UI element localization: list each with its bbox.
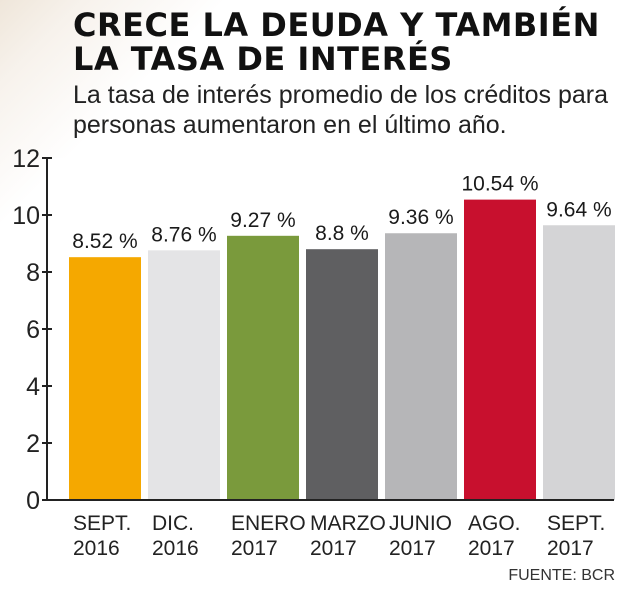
y-tick-label: 10 — [12, 202, 40, 230]
x-tick-label: SEPT. — [547, 512, 605, 535]
x-tick-label: 2017 — [547, 537, 594, 560]
chart-title-line1: CRECE LA DEUDA Y TAMBIÉN — [73, 6, 600, 44]
x-tick-label: SEPT. — [73, 512, 131, 535]
source-note: FUENTE: BCR — [508, 567, 615, 584]
x-tick-label: 2017 — [310, 537, 357, 560]
bar — [306, 249, 378, 500]
x-tick-label: 2017 — [468, 537, 515, 560]
data-label: 9.64 % — [546, 198, 611, 221]
data-label: 8.76 % — [151, 223, 216, 246]
y-tick-label: 0 — [26, 487, 40, 515]
chart-subtitle-line1: La tasa de interés promedio de los crédi… — [73, 81, 609, 109]
x-tick-label: 2017 — [231, 537, 278, 560]
chart-title-line2: LA TASA DE INTERÉS — [73, 40, 453, 78]
data-label: 8.8 % — [315, 222, 369, 245]
y-tick-label: 6 — [26, 316, 40, 344]
x-tick-label: AGO. — [468, 512, 521, 535]
data-label: 9.36 % — [388, 206, 453, 229]
x-tick-label: DIC. — [152, 512, 194, 535]
bar — [148, 250, 220, 500]
bar — [385, 233, 457, 501]
bar — [69, 257, 141, 500]
y-tick-label: 4 — [26, 373, 40, 401]
data-label: 8.52 % — [72, 230, 137, 253]
chart-subtitle: La tasa de interés promedio de los crédi… — [73, 80, 618, 140]
y-tick-label: 12 — [12, 145, 40, 173]
x-tick-label: JUNIO — [389, 512, 452, 535]
chart-subtitle-line2: personas aumentaron en el último año. — [73, 111, 507, 139]
x-tick-label: 2017 — [389, 537, 436, 560]
chart-title: CRECE LA DEUDA Y TAMBIÉN LA TASA DE INTE… — [73, 8, 613, 76]
y-tick-label: 2 — [26, 430, 40, 458]
x-tick-label: ENERO — [231, 512, 306, 535]
bar — [464, 199, 536, 501]
x-tick-label: 2016 — [73, 537, 120, 560]
data-label: 10.54 % — [461, 173, 538, 196]
bar — [227, 235, 299, 500]
bar — [543, 225, 615, 500]
x-tick-label: 2016 — [152, 537, 199, 560]
x-tick-label: MARZO — [310, 512, 386, 535]
y-tick-label: 8 — [26, 259, 40, 287]
data-label: 9.27 % — [230, 209, 295, 232]
